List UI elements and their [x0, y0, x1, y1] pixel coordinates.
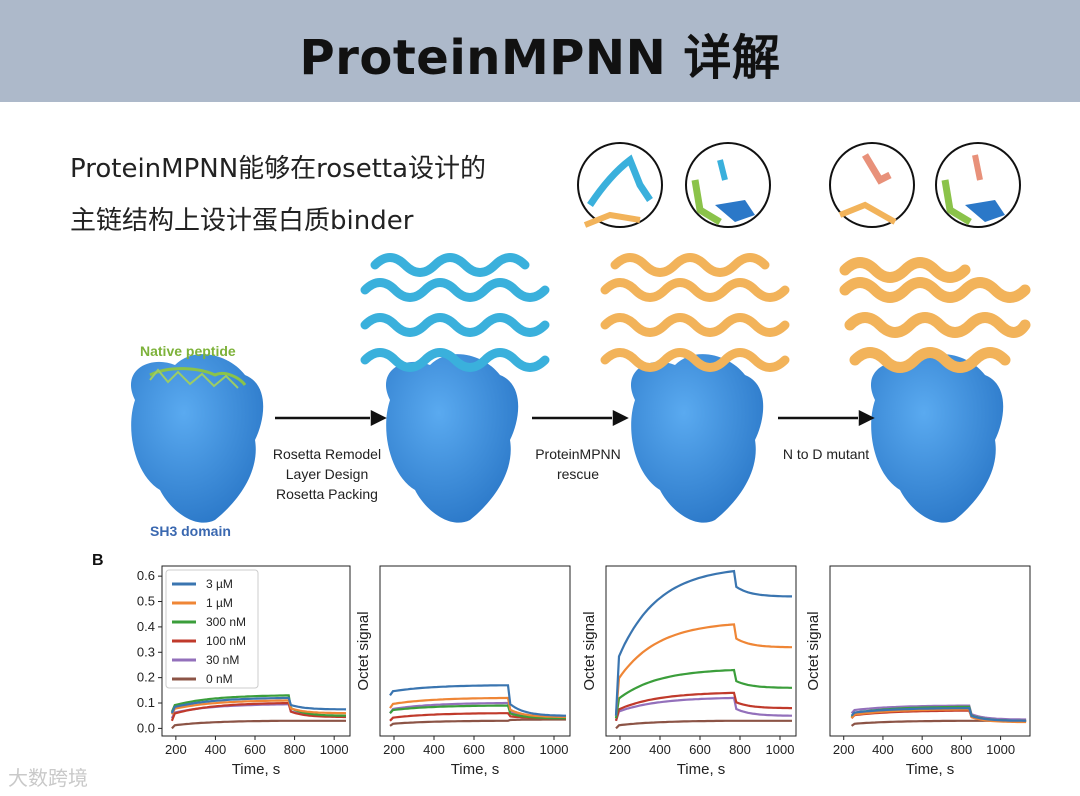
y-tick-label: 0.3: [137, 644, 155, 659]
watermark: 大数跨境: [8, 766, 88, 790]
series-line: [170, 696, 347, 714]
x-axis-label: Time, s: [232, 761, 281, 778]
legend-entry: 30 nM: [206, 653, 239, 667]
series-line: [614, 696, 792, 722]
series-line: [614, 691, 792, 722]
step-1-line-3: Rosetta Packing: [276, 486, 378, 502]
x-tick-label: 800: [284, 742, 306, 757]
y-tick-label: 0.5: [137, 594, 155, 609]
step-1-line-1: Rosetta Remodel: [272, 446, 382, 462]
protein-design-figure: [130, 142, 1031, 523]
series-line: [170, 701, 346, 722]
step-2-line-2: rescue: [556, 466, 600, 482]
series-line: [389, 696, 567, 719]
intro-line-1: ProteinMPNN能够在rosetta设计的: [70, 154, 487, 184]
y-axis-label: Octet signal: [581, 611, 598, 690]
step-2-label: ProteinMPNN rescue: [523, 444, 633, 484]
legend-entry: 300 nM: [206, 615, 246, 629]
helix-bundle-blue: [360, 253, 550, 372]
step-3-label: N to D mutant: [782, 446, 870, 462]
x-tick-label: 200: [165, 742, 187, 757]
series-line: [389, 684, 566, 717]
x-tick-label: 800: [503, 742, 525, 757]
y-tick-label: 0.0: [137, 720, 155, 735]
plot-frame: [379, 565, 571, 737]
zoom-insets: [577, 142, 1021, 228]
series-line: [170, 699, 347, 715]
series-line: [850, 704, 1027, 721]
x-tick-label: 200: [383, 742, 405, 757]
panel-label-b: B: [92, 552, 104, 569]
y-tick-label: 0.1: [137, 695, 155, 710]
legend-entry: 0 nM: [206, 672, 233, 686]
helix-bundle-orange-1: [600, 253, 790, 372]
series-line: [170, 694, 346, 717]
x-tick-label: 400: [423, 742, 445, 757]
x-tick-label: 1000: [540, 742, 569, 757]
x-axis-label: Time, s: [451, 761, 500, 778]
series-line: [614, 668, 792, 719]
legend-entry: 3 µM: [206, 577, 233, 591]
series-line: [614, 569, 792, 716]
x-tick-label: 400: [649, 742, 671, 757]
sh3-surface-4: [870, 354, 1004, 523]
y-axis-label: Octet signal: [805, 611, 822, 690]
y-tick-label: 0.6: [137, 568, 155, 583]
series-line: [389, 704, 566, 720]
legend-entry: 1 µM: [206, 596, 233, 610]
arrow-1: [275, 409, 387, 427]
octet-plot-3: 200 400 600 800 1000 Time, s Octet signal: [581, 565, 797, 778]
x-axis-label: Time, s: [906, 761, 955, 778]
x-tick-label: 800: [729, 742, 751, 757]
step-1-label: Rosetta Remodel Layer Design Rosetta Pac…: [262, 444, 392, 504]
x-tick-label: 1000: [320, 742, 349, 757]
octet-plot-4: 200 400 600 800 1000 Time, s Octet signal: [805, 565, 1031, 778]
intro-line-2: 主链结构上设计蛋白质binder: [70, 206, 414, 236]
series-line: [171, 719, 346, 730]
x-tick-label: 600: [244, 742, 266, 757]
arrow-3: [778, 409, 875, 427]
x-tick-label: 600: [689, 742, 711, 757]
step-2-line-1: ProteinMPNN: [535, 446, 621, 462]
x-tick-label: 200: [833, 742, 855, 757]
helix-bundle-orange-2: [839, 257, 1031, 373]
plot-frame: [605, 565, 797, 737]
sh3-surface-2: [385, 354, 519, 523]
series-line: [389, 718, 566, 727]
page-title: ProteinMPNN 详解: [299, 30, 781, 86]
sh3-surface-1: [130, 354, 264, 523]
native-peptide-label: Native peptide: [140, 343, 236, 359]
series-line: [615, 719, 792, 730]
x-tick-label: 600: [911, 742, 933, 757]
legend-entry: 100 nM: [206, 634, 246, 648]
x-tick-label: 600: [463, 742, 485, 757]
y-tick-label: 0.4: [137, 619, 155, 634]
series-line: [850, 707, 1027, 722]
title-bar: [0, 0, 1080, 102]
x-tick-label: 1000: [986, 742, 1015, 757]
y-tick-label: 0.2: [137, 670, 155, 685]
y-axis-label: Octet signal: [355, 611, 372, 690]
sh3-domain-label: SH3 domain: [150, 523, 231, 539]
x-axis-label: Time, s: [677, 761, 726, 778]
series-line: [850, 708, 1027, 724]
octet-plot-1: 200 400 600 800 1000 0.0 0.1 0.2 0.3 0.4 0.5 0.6 Tim…: [137, 565, 351, 778]
x-tick-label: 400: [205, 742, 227, 757]
x-tick-label: 400: [872, 742, 894, 757]
arrow-2: [532, 409, 629, 427]
octet-plot-2: 200 400 600 800 1000 Time, s Octet signal: [355, 565, 571, 778]
x-tick-label: 200: [609, 742, 631, 757]
sh3-surface-3: [630, 354, 764, 523]
x-tick-label: 800: [951, 742, 973, 757]
step-1-line-2: Layer Design: [285, 466, 369, 482]
series-line: [614, 623, 792, 716]
x-tick-label: 1000: [766, 742, 795, 757]
